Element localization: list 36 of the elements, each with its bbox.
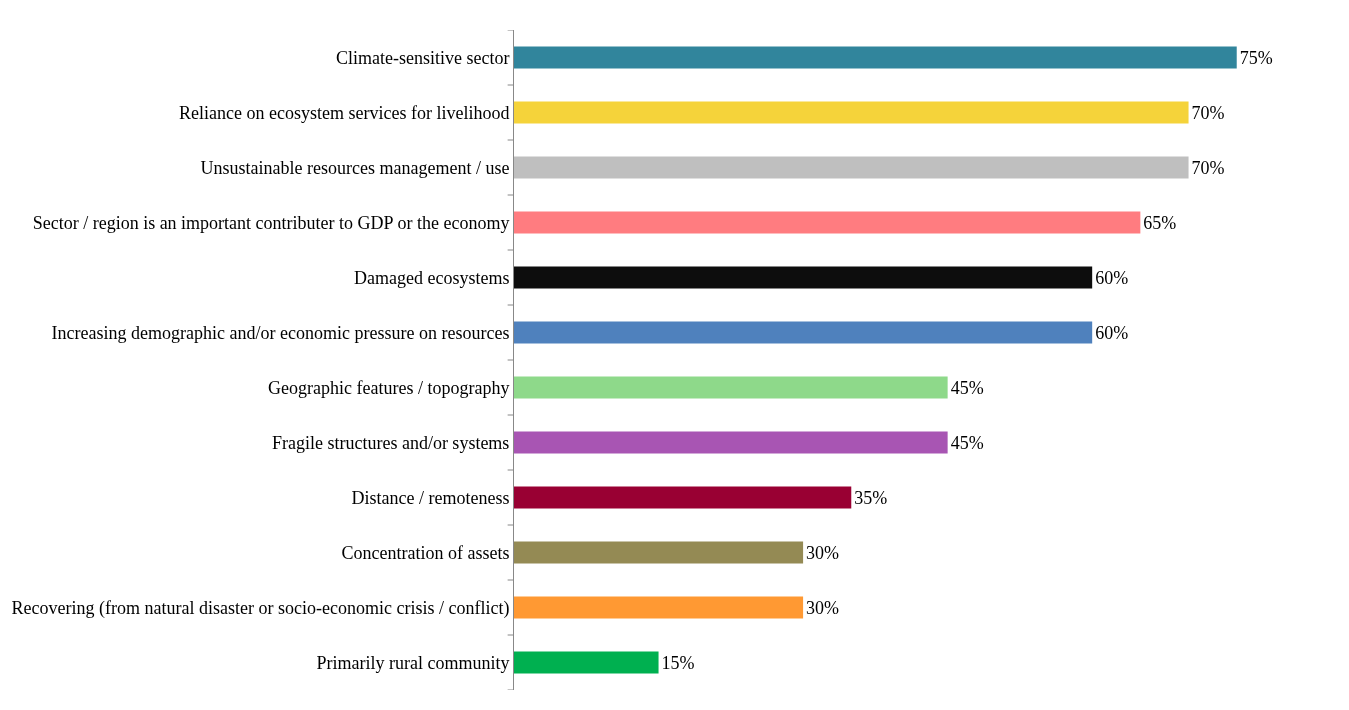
data-label: 60% [1095,267,1129,288]
bar [514,266,1093,289]
y-tick-label: Fragile structures and/or systems [271,432,510,453]
y-tick-label: Primarily rural community [316,652,510,673]
y-tick-label: Reliance on ecosystem services for livelihood [178,102,510,123]
y-tick-label: Climate-sensitive sector [335,47,510,68]
y-tick-label: Increasing demographic and/or economic pressure on resources [51,322,510,343]
y-tick-label: Recovering (from natural disaster or socio-economic crisis / conflict) [11,597,510,619]
bar [514,101,1189,124]
data-label: 35% [854,487,888,508]
data-label: 30% [806,597,840,618]
bar [514,541,804,564]
y-tick-label: Geographic features / topography [267,377,510,398]
y-tick-label: Sector / region is an important contributer to GDP or the economy [32,212,510,233]
data-label: 65% [1143,212,1177,233]
y-tick-label: Concentration of assets [341,542,510,563]
data-label: 45% [950,432,984,453]
data-label: 60% [1095,322,1129,343]
data-label: 30% [806,542,840,563]
bar [514,376,948,399]
bar [514,156,1189,179]
bar [514,211,1141,234]
data-label: 45% [950,377,984,398]
bar [514,486,852,509]
bar [514,596,804,619]
bar [514,321,1093,344]
bar [514,431,948,454]
data-label: 75% [1239,47,1273,68]
bar [514,46,1237,69]
y-tick-label: Damaged ecosystems [353,267,510,288]
y-tick-label: Distance / remoteness [351,487,510,508]
y-tick-label: Unsustainable resources management / use [200,157,510,178]
bar [514,651,659,674]
data-label: 70% [1191,157,1225,178]
data-label: 70% [1191,102,1225,123]
data-label: 15% [661,652,695,673]
